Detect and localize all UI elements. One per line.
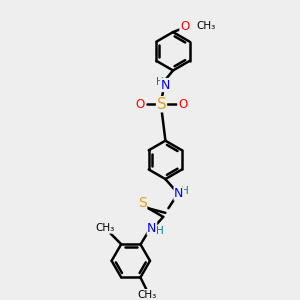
- Text: N: N: [161, 79, 170, 92]
- Text: CH₃: CH₃: [95, 223, 115, 233]
- Text: N: N: [147, 222, 157, 235]
- Text: O: O: [180, 20, 189, 33]
- Text: N: N: [174, 187, 184, 200]
- Text: H: H: [157, 226, 164, 236]
- Text: H: H: [156, 77, 164, 87]
- Text: O: O: [178, 98, 187, 111]
- Text: H: H: [181, 186, 188, 196]
- Text: CH₃: CH₃: [196, 21, 215, 31]
- Text: CH₃: CH₃: [138, 290, 157, 300]
- Text: S: S: [138, 196, 147, 210]
- Text: S: S: [157, 97, 166, 112]
- Text: O: O: [136, 98, 145, 111]
